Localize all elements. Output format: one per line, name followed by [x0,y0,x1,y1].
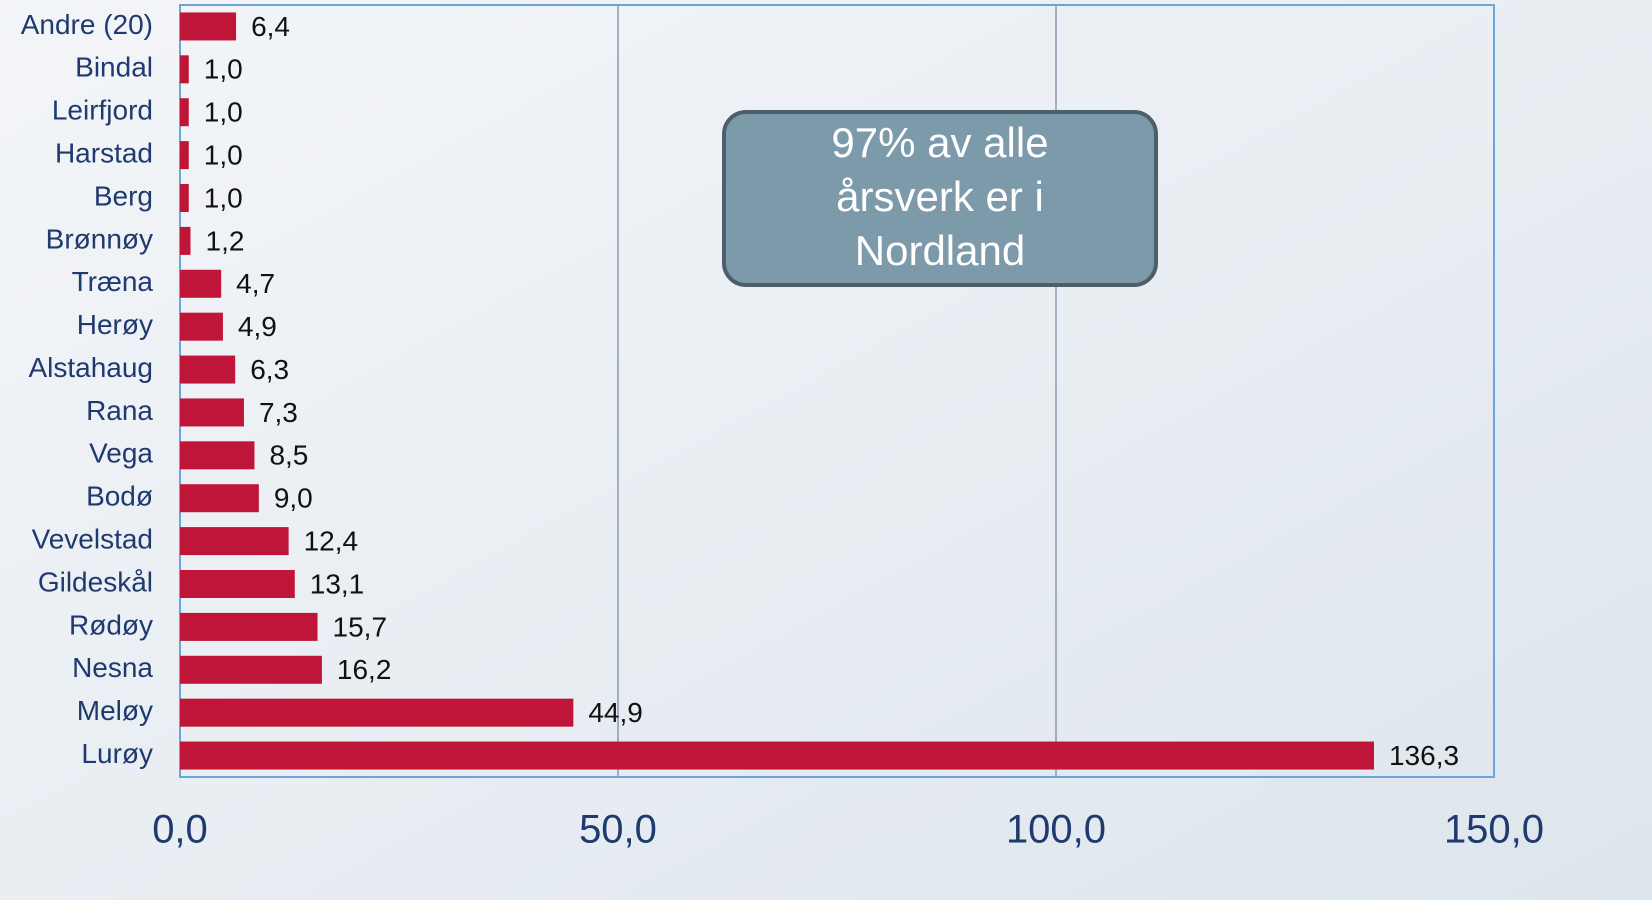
y-tick-label: Gildeskål [38,566,153,597]
annotation-text: Nordland [855,227,1025,274]
bar [180,484,259,513]
plot-border [179,4,1495,778]
bar [180,269,222,298]
bar [180,226,191,255]
value-label: 1,2 [206,225,245,256]
bar [180,655,322,684]
value-label: 1,0 [204,182,243,213]
value-label: 4,7 [236,268,275,299]
y-tick-label: Bindal [75,52,153,83]
y-tick-label: Meløy [77,695,153,726]
bar [180,570,295,598]
y-tick-label: Rana [86,395,153,426]
bar [180,612,318,641]
annotation-box [722,110,1158,287]
x-tick-label: 100,0 [1006,808,1106,852]
bar [180,741,1374,770]
y-tick-label: Træna [72,266,154,297]
bar [180,141,189,170]
value-label: 7,3 [259,397,298,428]
value-label: 44,9 [588,697,643,728]
bar [180,355,236,384]
value-label: 6,4 [251,11,290,42]
y-tick-label: Herøy [77,309,153,340]
y-tick-label: Andre (20) [21,9,153,40]
value-label: 15,7 [333,611,388,642]
y-tick-label: Rødøy [69,609,153,640]
value-label: 1,0 [204,97,243,128]
y-tick-label: Leirfjord [52,95,153,126]
value-label: 6,3 [250,354,289,385]
y-tick-label: Brønnøy [46,223,153,254]
value-label: 13,1 [310,568,365,599]
bar [180,527,289,556]
bar [180,698,574,727]
bar [180,184,189,212]
y-tick-label: Vega [89,438,153,469]
annotation-text: årsverk er i [836,173,1044,220]
bar [180,398,244,427]
y-tick-label: Nesna [72,652,153,683]
bar [180,98,189,127]
value-label: 1,0 [204,54,243,85]
x-tick-label: 0,0 [152,808,208,852]
bar [180,441,255,470]
bar [180,55,189,84]
y-tick-label: Berg [94,180,153,211]
y-tick-label: Lurøy [81,738,153,769]
value-label: 8,5 [269,440,308,471]
value-label: 136,3 [1389,740,1459,771]
x-tick-label: 50,0 [579,808,657,852]
value-label: 9,0 [274,483,313,514]
y-tick-label: Bodø [86,481,153,512]
y-tick-label: Harstad [55,138,153,169]
value-label: 1,0 [204,140,243,171]
annotation-text: 97% av alle [831,119,1048,166]
y-tick-label: Vevelstad [32,524,153,555]
y-tick-label: Alstahaug [28,352,153,383]
bar [180,312,223,341]
value-label: 16,2 [337,654,392,685]
bar [180,12,237,41]
x-tick-label: 150,0 [1444,808,1544,852]
value-label: 4,9 [238,311,277,342]
value-label: 12,4 [304,526,359,557]
